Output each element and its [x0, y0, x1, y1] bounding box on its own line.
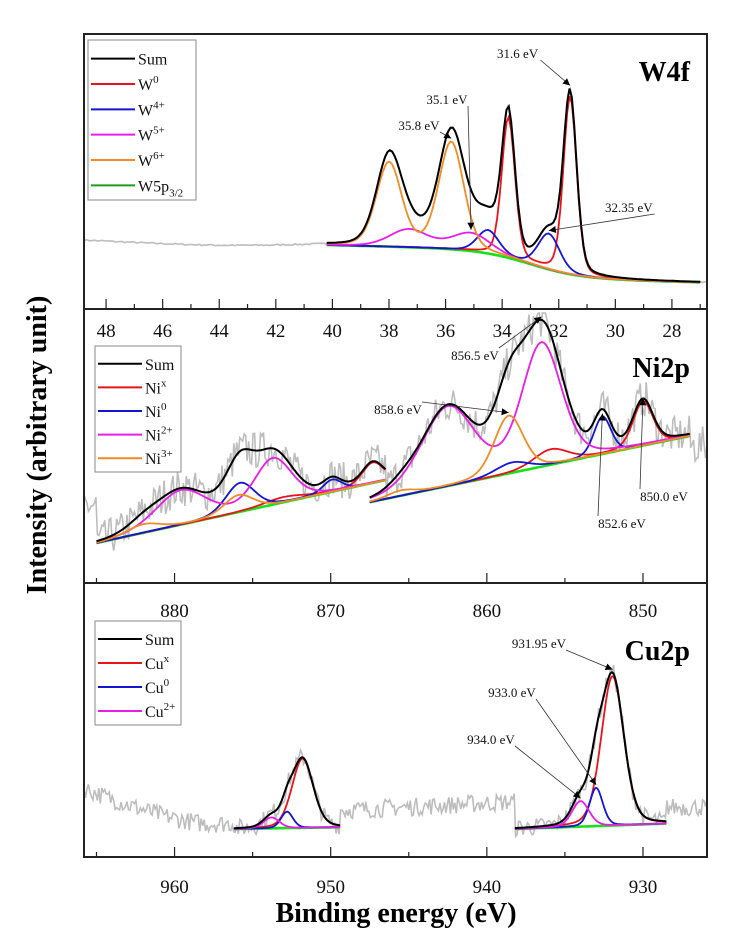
component-ni3-line	[96, 479, 386, 544]
legend-entry-label: W0	[138, 74, 159, 94]
annotation-arrowhead	[533, 316, 542, 324]
annotation-arrowhead	[572, 791, 581, 799]
panel-w4f: 31.6 eV 35.1 eV 35.8 eV 32.35 eV Sum W0 W4+ W5+…	[83, 39, 708, 284]
legend-entry-label: Cu0	[145, 677, 170, 697]
x-tick-label: 42	[266, 321, 285, 342]
peak-annotation-label: 858.6 eV	[374, 402, 422, 417]
annotation-arrowhead	[501, 408, 509, 416]
legend-entry-label: W5p3/2	[138, 178, 183, 199]
annotation-arrow-line	[498, 316, 542, 349]
y-axis-title: Intensity (arbitrary unit)	[22, 296, 53, 595]
x-tick-label: 930	[629, 877, 658, 898]
peak-annotation-label: 931.95 eV	[512, 636, 567, 651]
legend-entry-label: Nix	[145, 377, 167, 397]
peak-annotation-label: 32.35 eV	[605, 200, 653, 215]
x-tick-label: 870	[316, 601, 345, 622]
annotation-arrowhead	[604, 663, 613, 671]
x-axis-title: Binding energy (eV)	[275, 898, 516, 929]
component-ni0-line	[96, 478, 386, 544]
component-ni2-line	[96, 456, 386, 543]
annotation-arrow-line	[597, 413, 603, 517]
x-tick-label: 32	[549, 321, 568, 342]
component-cux-line	[514, 675, 667, 830]
component-cu2-line	[233, 816, 341, 830]
x-tick-label: 950	[316, 877, 345, 898]
raw-data-line	[83, 312, 708, 551]
x-tick-label: 850	[629, 601, 658, 622]
component-cu2-line	[514, 800, 667, 830]
annotation-arrow-line	[421, 401, 509, 413]
annotation-arrowhead	[443, 131, 452, 139]
peak-annotation-label: 856.5 eV	[451, 348, 499, 363]
sum-line	[369, 318, 690, 499]
annotation-arrow-line	[514, 745, 581, 799]
component-nix-line	[96, 461, 386, 544]
x-tick-label: 46	[153, 321, 172, 342]
annotation-arrow-line	[639, 398, 644, 490]
peak-annotation-label: 852.6 eV	[598, 516, 646, 531]
annotation-arrowhead	[562, 78, 571, 86]
annotation-arrow-line	[467, 105, 472, 230]
peak-annotation-label: 31.6 eV	[497, 46, 539, 61]
annotation-arrowhead	[598, 413, 606, 421]
legend-entry-label: Sum	[145, 632, 175, 649]
x-tick-label: 36	[436, 321, 455, 342]
sum-line	[96, 447, 387, 543]
x-tick-label: 860	[473, 601, 502, 622]
x-tick-label: 38	[379, 321, 398, 342]
sum-line	[514, 671, 667, 830]
annotation-arrow-line	[535, 698, 597, 786]
panel-cu2p: 931.95 eV 933.0 eV 934.0 eV Sum Cux Cu0 Cu2+ Cu…	[83, 620, 708, 839]
peak-annotation-label: 934.0 eV	[467, 732, 515, 747]
panel-ni2p: 856.5 eV 858.6 eV 852.6 eV 850.0 eV Sum Nix Ni…	[83, 312, 708, 551]
x-tick-label: 34	[493, 321, 513, 342]
legend-entry-label: Sum	[138, 52, 168, 69]
component-w0-line	[326, 96, 701, 283]
panel-title-ni2p: Ni2p	[632, 353, 690, 384]
x-tick-label: 940	[473, 877, 502, 898]
legend-entry-label: W6+	[138, 150, 165, 170]
x-tick-label: 40	[323, 321, 342, 342]
annotation-arrowhead	[467, 222, 475, 230]
annotation-arrow-line	[565, 649, 613, 670]
legend-entry-label: Cu2+	[145, 701, 175, 721]
legend-entry-label: Ni0	[145, 401, 167, 421]
peak-annotation-label: 35.1 eV	[426, 92, 468, 107]
annotation-arrowhead	[589, 777, 597, 785]
x-tick-label: 44	[210, 321, 230, 342]
sum-line	[233, 756, 341, 830]
legend-entry-label: Ni2+	[145, 425, 173, 445]
legend-entry-label: Cux	[145, 653, 170, 673]
annotation-arrowhead	[548, 226, 557, 233]
peak-annotation-label: 850.0 eV	[640, 489, 688, 504]
x-tick-label: 28	[662, 321, 681, 342]
legend-entry-label: W4+	[138, 99, 165, 119]
annotation-arrowhead	[639, 398, 647, 406]
x-tick-label: 30	[606, 321, 625, 342]
x-tick-label: 48	[97, 321, 116, 342]
component-ni3-line	[369, 414, 690, 503]
figure-frame	[83, 33, 708, 858]
legend-entry-label: Ni3+	[145, 448, 173, 468]
x-tick-label: 960	[160, 877, 189, 898]
x-tick-label: 880	[160, 601, 189, 622]
legend-entry-label: W5+	[138, 125, 165, 145]
sum-line	[326, 88, 701, 283]
peak-annotation-label: 933.0 eV	[488, 685, 536, 700]
panel-title-w4f: W4f	[639, 57, 691, 88]
legend-box	[87, 39, 197, 201]
panel-title-cu2p: Cu2p	[625, 636, 690, 667]
annotation-arrow-line	[548, 213, 655, 231]
legend-entry-label: Sum	[145, 357, 175, 374]
legend-box	[94, 345, 182, 473]
component-ni2-line	[369, 341, 690, 500]
background-line	[326, 243, 701, 284]
peak-annotation-label: 35.8 eV	[398, 118, 440, 133]
